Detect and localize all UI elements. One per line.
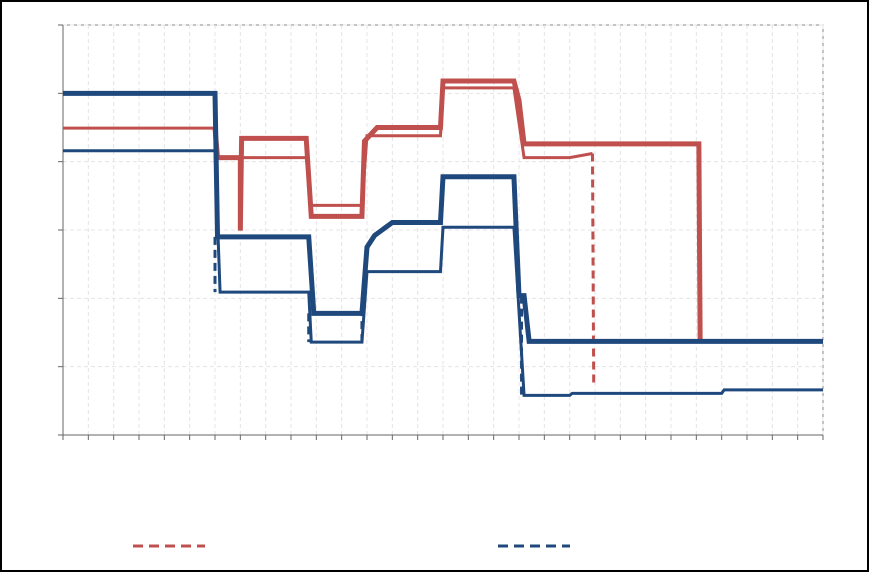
- series-line: [213, 236, 524, 396]
- series-line: [63, 149, 823, 397]
- series-line: [212, 78, 703, 341]
